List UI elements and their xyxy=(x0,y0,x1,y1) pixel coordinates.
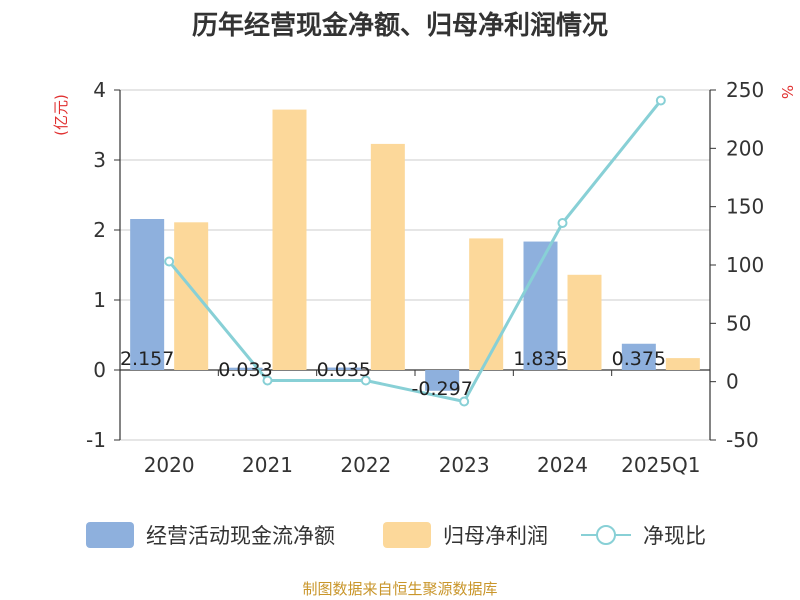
legend: 经营活动现金流净额 归母净利润 净现比 xyxy=(86,522,706,548)
y-left-tick-label: 3 xyxy=(93,148,106,172)
x-tick-label: 2023 xyxy=(439,453,490,477)
y-right-tick-label: -50 xyxy=(726,428,759,452)
y-right-unit: % xyxy=(778,85,796,99)
y-left-tick-label: 0 xyxy=(93,358,106,382)
y-left-tick-label: 4 xyxy=(93,78,106,102)
point-ratio xyxy=(360,375,371,386)
data-labels: 2.157 0.033 0.035 -0.297 1.835 0.375 xyxy=(120,348,666,400)
legend-marker-ratio xyxy=(596,525,616,545)
data-label-cashflow: 0.375 xyxy=(612,348,666,370)
data-label-cashflow: -0.297 xyxy=(412,378,473,400)
bar-profit xyxy=(665,358,700,370)
bars xyxy=(130,109,700,391)
y-right-tick-label: 100 xyxy=(726,253,764,277)
bar-cashflow xyxy=(326,367,361,370)
legend-swatch-profit xyxy=(383,522,431,548)
x-tick-label: 2024 xyxy=(537,453,588,477)
y-right-tick-label: 0 xyxy=(726,370,739,394)
legend-label-ratio: 净现比 xyxy=(643,524,706,548)
point-ratio xyxy=(557,218,568,228)
line-series xyxy=(164,95,666,407)
bar-cashflow xyxy=(621,343,656,370)
chart-title: 历年经营现金净额、归母净利润情况 xyxy=(192,10,608,41)
y-left-tick-label: -1 xyxy=(86,428,106,452)
y-right-tick-label: 250 xyxy=(726,78,764,102)
point-ratio xyxy=(459,396,470,407)
x-tick-label: 2020 xyxy=(144,453,195,477)
data-label-cashflow: 0.033 xyxy=(218,359,272,381)
point-ratio xyxy=(655,95,666,106)
bar-profit xyxy=(370,143,405,370)
bar-cashflow xyxy=(425,370,460,391)
axes: 4 3 2 1 0 -1 250 200 150 100 50 0 -50 2020 2021 2022 202… xyxy=(86,78,764,477)
legend-label-profit: 归母净利润 xyxy=(443,524,548,548)
bar-cashflow xyxy=(130,219,165,370)
point-ratio xyxy=(164,256,175,267)
legend-swatch-cashflow xyxy=(86,522,134,548)
bar-profit xyxy=(272,109,307,370)
bar-profit xyxy=(567,274,602,370)
bar-profit xyxy=(174,222,209,370)
y-left-tick-label: 1 xyxy=(93,288,106,312)
y-left-unit: (亿元) xyxy=(52,94,70,136)
legend-label-cashflow: 经营活动现金流净额 xyxy=(146,524,335,548)
source-note: 制图数据来自恒生聚源数据库 xyxy=(302,580,497,598)
y-right-tick-label: 50 xyxy=(726,311,751,335)
data-label-cashflow: 2.157 xyxy=(120,348,174,370)
line-ratio xyxy=(168,99,663,404)
bar-profit xyxy=(469,238,504,370)
point-ratio xyxy=(262,375,273,386)
data-label-cashflow: 0.035 xyxy=(317,359,371,381)
bar-cashflow xyxy=(228,367,263,370)
data-label-cashflow: 1.835 xyxy=(513,348,567,370)
x-tick-label: 2022 xyxy=(340,453,391,477)
y-right-tick-label: 150 xyxy=(726,195,764,219)
x-tick-label: 2025Q1 xyxy=(621,453,700,477)
y-left-tick-label: 2 xyxy=(93,218,106,242)
y-right-tick-label: 200 xyxy=(726,136,764,160)
x-tick-label: 2021 xyxy=(242,453,293,477)
